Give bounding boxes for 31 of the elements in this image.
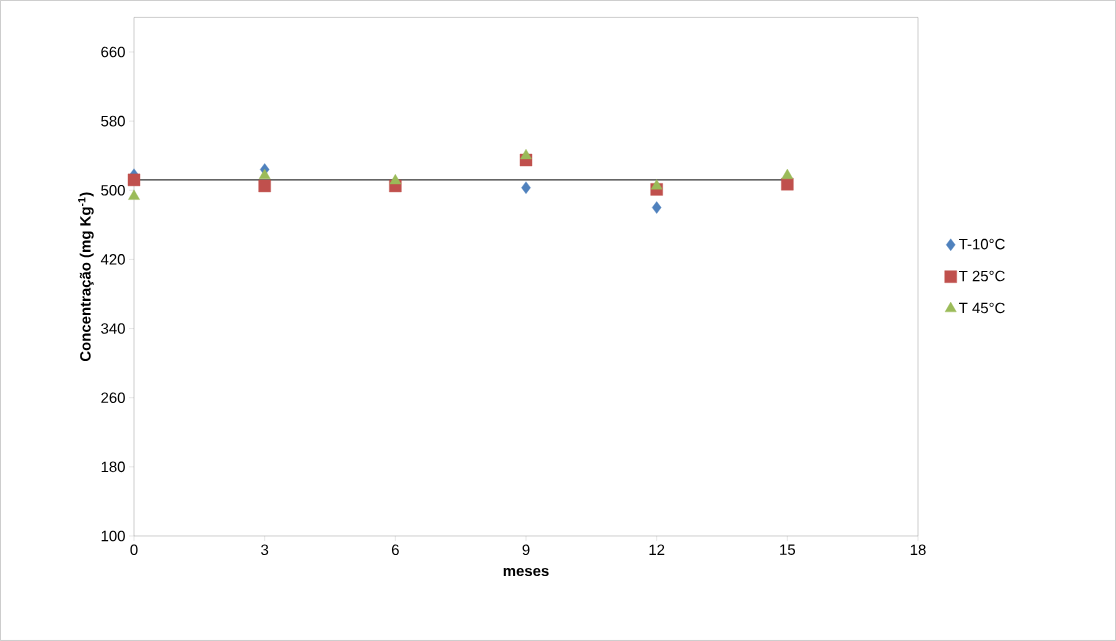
y-tick-label: 500 — [101, 184, 125, 196]
point — [781, 168, 794, 180]
point — [781, 178, 794, 191]
point — [258, 179, 271, 193]
y-tick-label: 580 — [101, 115, 125, 127]
y-tick-label: 660 — [101, 46, 125, 58]
x-tick-label: 6 — [391, 544, 399, 556]
legend-label: T 45°C — [959, 302, 1005, 314]
x-tick-label: 18 — [910, 544, 926, 556]
point — [127, 173, 141, 187]
point — [651, 201, 662, 214]
x-tick-label: 0 — [130, 544, 138, 556]
point — [258, 168, 271, 180]
y-tick-label: 180 — [101, 461, 125, 473]
y-tick-label: 420 — [100, 254, 125, 265]
point — [520, 149, 532, 160]
point — [650, 179, 663, 190]
y-axis-title: Concentração (mg Kg$^{-1}$) — [78, 192, 94, 362]
y-tick-label: 100 — [101, 530, 125, 542]
y-tick-label: 340 — [101, 323, 125, 334]
x-tick-label: 12 — [649, 544, 665, 555]
point — [521, 181, 531, 194]
legend-label: T-10°C — [959, 238, 1005, 250]
x-axis-title: meses — [503, 567, 549, 577]
legend-label: T 25°C — [959, 270, 1005, 282]
y-tick-label: 260 — [101, 392, 125, 403]
x-tick-label: 3 — [261, 544, 269, 556]
point — [389, 174, 402, 185]
x-tick-label: 15 — [780, 544, 796, 555]
point — [128, 189, 140, 200]
x-tick-label: 9 — [522, 544, 530, 556]
